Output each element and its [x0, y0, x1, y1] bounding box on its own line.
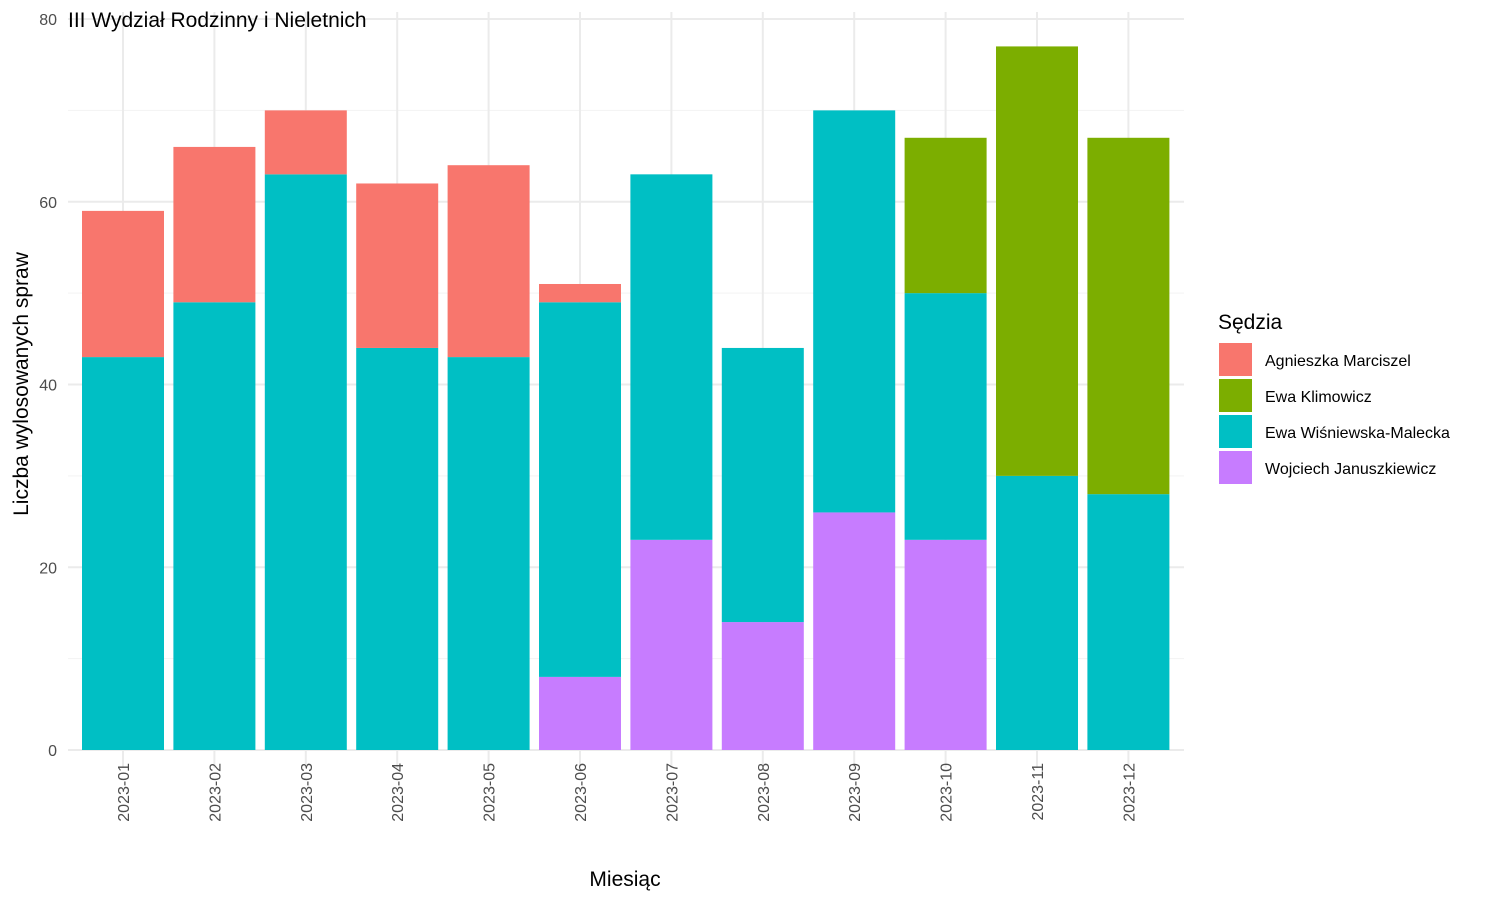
legend-label: Ewa Wiśniewska-Malecka [1265, 425, 1450, 442]
bar-segment [539, 302, 621, 677]
legend-swatch [1219, 343, 1252, 376]
bar-segment [539, 283, 621, 303]
bar-segment [813, 512, 896, 750]
legend-swatch [1219, 451, 1252, 484]
y-axis-ticks: 0 20 40 60 80 [39, 12, 57, 760]
y-tick-label: 80 [39, 12, 57, 29]
legend-label: Ewa Klimowicz [1265, 389, 1372, 406]
y-tick-label: 60 [39, 195, 57, 212]
x-tick-label: 2023-12 [1121, 763, 1138, 822]
bar-segment [630, 174, 713, 540]
bar-segment [264, 110, 347, 175]
bar-segment [996, 46, 1078, 476]
bar-segment [356, 347, 439, 750]
x-axis-ticks: 2023-01 2023-02 2023-03 2023-04 2023-05 2023-… [116, 763, 1138, 822]
bar-segment [539, 676, 621, 750]
bar-segment [721, 622, 804, 750]
bar-segment [721, 347, 804, 623]
chart-title: III Wydział Rodzinny i Nieletnich [68, 9, 367, 32]
bar-segment [447, 357, 530, 750]
y-tick-label: 40 [39, 378, 57, 395]
bar-segment [82, 357, 164, 750]
bars [82, 46, 1170, 750]
legend-items: Agnieszka Marciszel Ewa Klimowicz Ewa Wiśn… [1219, 343, 1450, 484]
bar-segment [904, 539, 987, 750]
legend-swatch [1219, 379, 1252, 412]
x-tick-label: 2023-02 [207, 763, 224, 822]
legend-title: Sędzia [1218, 311, 1283, 334]
x-tick-label: 2023-10 [939, 763, 956, 822]
bar-segment [904, 137, 987, 294]
bar-segment [82, 210, 164, 358]
x-tick-label: 2023-11 [1030, 763, 1047, 821]
bar-segment [630, 539, 713, 750]
bar-segment [996, 475, 1078, 750]
x-tick-label: 2023-03 [299, 763, 316, 822]
x-axis-title: Miesiąc [589, 868, 660, 891]
bar-segment [447, 165, 530, 358]
x-tick-label: 2023-09 [847, 763, 864, 822]
bar-segment [1087, 494, 1170, 750]
bar-segment [356, 183, 439, 348]
x-tick-label: 2023-07 [664, 763, 681, 822]
x-tick-label: 2023-08 [756, 763, 773, 822]
bar-segment [904, 293, 987, 540]
x-tick-label: 2023-05 [482, 763, 499, 822]
legend-label: Agnieszka Marciszel [1265, 353, 1411, 370]
bar-segment [1087, 137, 1170, 495]
bar-segment [813, 110, 896, 513]
x-tick-label: 2023-04 [390, 763, 407, 822]
x-tick-label: 2023-01 [116, 763, 133, 822]
bar-segment [173, 146, 256, 303]
legend: Sędzia Agnieszka Marciszel Ewa Klimowicz E… [1218, 311, 1450, 484]
y-axis-title: Liczba wylosowanych spraw [10, 251, 33, 516]
x-tick-label: 2023-06 [573, 763, 590, 822]
y-tick-label: 0 [48, 743, 57, 760]
legend-label: Wojciech Januszkiewicz [1265, 461, 1436, 478]
y-tick-label: 20 [39, 560, 57, 577]
legend-swatch [1219, 415, 1252, 448]
bar-segment [173, 302, 256, 750]
bar-segment [264, 174, 347, 750]
